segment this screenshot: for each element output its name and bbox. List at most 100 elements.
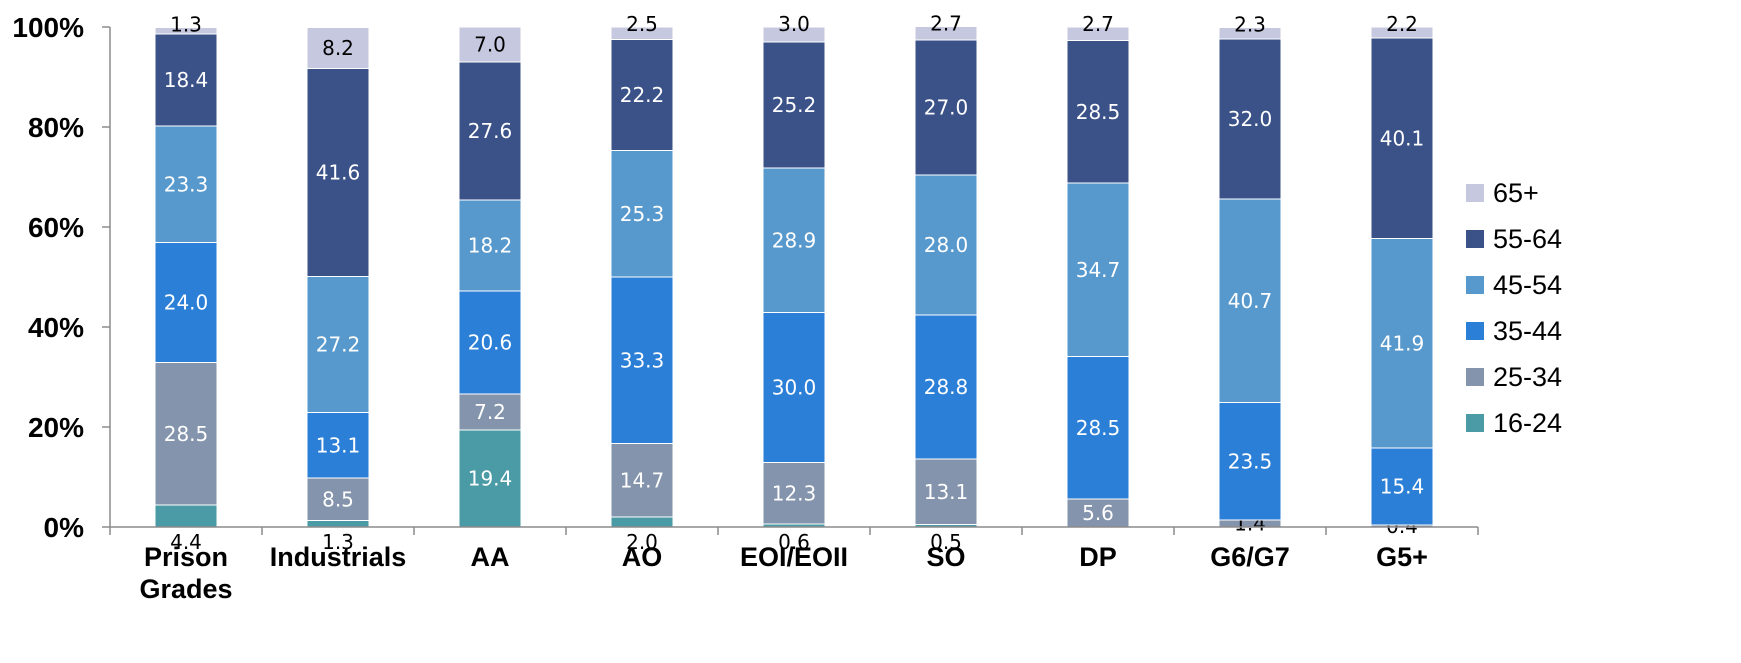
data-label: 4.4 [170, 530, 202, 554]
y-axis: 0% 20% 40% 60% 80% 100% [12, 12, 111, 543]
data-label: 2.7 [1082, 12, 1114, 36]
bar-stack: 1.423.540.732.02.3 [1218, 13, 1282, 536]
bar-segment [610, 39, 674, 151]
bar-segment [610, 26, 674, 40]
bar-segment [1218, 198, 1282, 403]
legend-label: 16-24 [1493, 408, 1562, 438]
x-tick-label: SO [926, 542, 965, 572]
bar-segment [1066, 40, 1130, 184]
data-label: 28.9 [772, 228, 817, 252]
data-label: 28.8 [924, 375, 969, 399]
data-label: 14.7 [620, 468, 665, 492]
data-label: 13.1 [924, 480, 969, 504]
bar-segment [458, 26, 522, 63]
legend-swatch [1466, 322, 1484, 340]
data-label: 2.0 [626, 530, 658, 554]
data-label: 0.6 [778, 530, 810, 554]
bar-segment [458, 393, 522, 431]
data-label: 1.3 [170, 13, 202, 37]
data-label: 2.5 [626, 12, 658, 36]
y-tick-label: 0% [44, 512, 85, 543]
bar-segment [306, 520, 370, 528]
data-label: 22.2 [620, 83, 665, 107]
data-label: 20.6 [468, 331, 513, 355]
bar-segment [1218, 27, 1282, 40]
bar-segment [1370, 447, 1434, 526]
x-tick-label: G5+ [1376, 542, 1428, 572]
legend-label: 55-64 [1493, 224, 1562, 254]
x-tick-label: AO [622, 542, 663, 572]
y-tick-label: 60% [28, 212, 84, 243]
bar-stack: 0.5 13.1 28.8 28.0 27.0 2.7 [914, 12, 978, 554]
bar-segment [1218, 38, 1282, 200]
bar-segment [154, 504, 218, 528]
bar-segment [1370, 37, 1434, 239]
x-tick-label: G6/G7 [1210, 542, 1290, 572]
data-label: 12.3 [772, 481, 817, 505]
data-label: 23.5 [1228, 449, 1273, 473]
y-tick-label: 20% [28, 412, 84, 443]
data-label: 18.4 [164, 68, 209, 92]
data-label: 41.9 [1380, 331, 1425, 355]
bar-segment [1066, 356, 1130, 500]
data-label: 40.7 [1228, 289, 1273, 313]
data-label: 5.6 [1082, 501, 1114, 525]
data-label: 7.2 [474, 400, 506, 424]
data-label: 2.3 [1234, 13, 1266, 37]
data-label: 18.2 [468, 234, 513, 258]
legend-label: 35-44 [1493, 316, 1562, 346]
data-label: 8.5 [322, 487, 354, 511]
bar-segment [306, 276, 370, 413]
x-tick-label: Industrials [270, 542, 407, 572]
bar-stack: 2.0 14.7 33.3 25.3 22.2 2.5 [610, 12, 674, 554]
bar-segment [914, 174, 978, 316]
data-label: 30.0 [772, 376, 817, 400]
data-label: 15.4 [1380, 475, 1425, 499]
legend: 65+ 55-64 45-54 35-44 25-34 16-24 [1466, 178, 1562, 438]
bar-segment [610, 516, 674, 528]
x-tick-label: Prison Grades [139, 542, 232, 604]
x-tick-label: EOI/EOII [740, 542, 848, 572]
bar-segment [1066, 498, 1130, 528]
data-label: 33.3 [620, 348, 665, 372]
bar-stack: 4.4 28.5 24.0 23.3 18.4 1.3 [154, 13, 218, 554]
bar-segment [610, 276, 674, 444]
bar-segment [458, 199, 522, 292]
legend-label: 25-34 [1493, 362, 1562, 392]
bar-segment [610, 443, 674, 518]
bar-segment [154, 33, 218, 127]
bar-segment [1370, 26, 1434, 39]
legend-swatch [1466, 230, 1484, 248]
data-label: 27.2 [316, 333, 361, 357]
legend-swatch [1466, 368, 1484, 386]
data-label: 28.0 [924, 233, 969, 257]
data-label: 23.3 [164, 172, 209, 196]
bar-segment [762, 167, 826, 313]
x-axis: Prison Grades Industrials AA AO EOI/EOII SO DP G… [109, 526, 1479, 604]
data-label: 3.0 [778, 12, 810, 36]
bar-stack: 19.4 7.2 20.6 18.2 27.6 7.0 [458, 26, 522, 528]
bar-segment [306, 477, 370, 521]
data-label: 24.0 [164, 291, 209, 315]
x-tick-label: DP [1079, 542, 1117, 572]
data-label: 40.1 [1380, 126, 1425, 150]
data-label: 0.5 [930, 530, 962, 554]
data-label: 8.2 [322, 36, 354, 60]
legend-label: 65+ [1493, 178, 1539, 208]
legend-swatch [1466, 414, 1484, 432]
data-label: 7.0 [474, 33, 506, 57]
bar-segment [1370, 238, 1434, 449]
bar-area: 4.4 28.5 24.0 23.3 18.4 1.3 1.3 8.5 13.1 27.2 41.6… [154, 12, 1434, 554]
bar-segment [914, 458, 978, 525]
bar-segment [154, 242, 218, 363]
bar-segment [610, 150, 674, 278]
bar-segment [306, 412, 370, 479]
y-tick-label: 80% [28, 112, 84, 143]
bar-segment [762, 462, 826, 525]
bar-stack: 1.3 8.5 13.1 27.2 41.6 8.2 [306, 27, 370, 554]
data-label: 2.2 [1386, 12, 1418, 36]
bar-stack: 0.415.441.940.12.2 [1370, 12, 1434, 538]
data-label: 25.2 [772, 93, 817, 117]
data-label: 41.6 [316, 161, 361, 185]
data-label: 13.1 [316, 433, 361, 457]
